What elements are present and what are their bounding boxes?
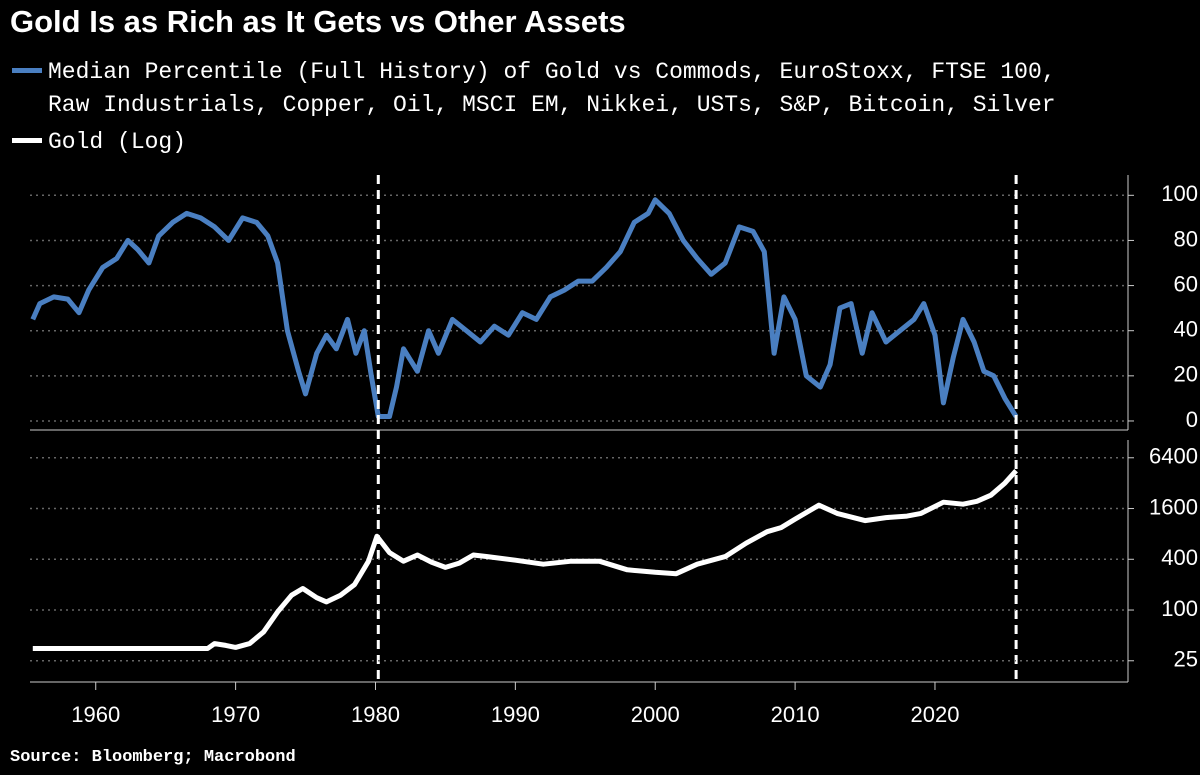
y-tick-label: 80 [1174,226,1198,251]
y-tick-label: 40 [1174,317,1198,342]
source: Source: Bloomberg; Macrobond [10,748,296,767]
y-tick-label: 25 [1174,647,1198,672]
y-tick-label: 0 [1186,407,1198,432]
y-tick-label: 100 [1161,596,1198,621]
x-tick-label: 1970 [211,702,260,727]
y-tick-label: 60 [1174,271,1198,296]
legend-swatch [12,138,42,143]
y-tick-label: 20 [1174,362,1198,387]
legend-entry: Gold (Log) [12,126,1093,159]
x-tick-label: 1990 [491,702,540,727]
x-tick-label: 1960 [71,702,120,727]
x-tick-label: 2020 [910,702,959,727]
y-tick-label: 100 [1161,181,1198,206]
y-tick-label: 400 [1161,545,1198,570]
legend-entry: Median Percentile (Full History) of Gold… [12,56,1093,122]
chart-title: Gold Is as Rich as It Gets vs Other Asse… [10,4,626,39]
y-tick-label: 1600 [1149,494,1198,519]
legend-label: Median Percentile (Full History) of Gold… [48,59,1056,118]
legend: Median Percentile (Full History) of Gold… [12,56,1093,163]
x-tick-label: 2010 [771,702,820,727]
x-tick-label: 1980 [351,702,400,727]
legend-label: Gold (Log) [48,129,187,155]
series-line [30,197,1019,419]
legend-swatch [12,68,42,73]
x-tick-label: 2000 [631,702,680,727]
y-tick-label: 6400 [1149,444,1198,469]
series-line [32,469,1018,651]
